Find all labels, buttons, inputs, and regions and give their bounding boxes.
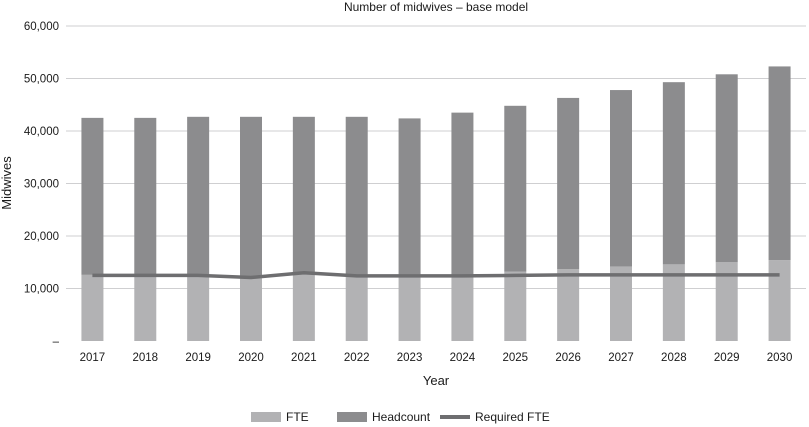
bar-headcount xyxy=(398,118,421,277)
bar-fte xyxy=(240,277,262,341)
bar-fte xyxy=(398,276,421,341)
x-tick-labels: 2017 2018 2019 2020 2021 2022 2023 2024 2025 2026… xyxy=(80,352,793,364)
x-tick-label: 2020 xyxy=(238,352,264,364)
bar-headcount xyxy=(240,116,262,278)
bar-fte xyxy=(292,273,315,341)
x-tick-label: 2022 xyxy=(344,352,370,364)
bar-headcount xyxy=(81,117,104,275)
x-tick-label: 2030 xyxy=(767,352,793,364)
line-required-fte xyxy=(92,271,780,280)
bar-fte xyxy=(768,260,791,341)
bars xyxy=(81,66,791,341)
bar-fte xyxy=(451,275,474,341)
gridlines xyxy=(66,25,806,289)
x-tick-label: 2028 xyxy=(661,352,687,364)
required-fte-line-group xyxy=(92,271,780,280)
x-tick-label: 2025 xyxy=(502,352,528,364)
bar-fte xyxy=(557,269,580,341)
bar-headcount xyxy=(768,66,791,261)
bar-fte xyxy=(504,271,527,341)
legend-label: Headcount xyxy=(372,410,431,424)
legend-label: FTE xyxy=(286,410,309,424)
bar-headcount xyxy=(187,116,210,276)
bar-headcount xyxy=(345,116,368,276)
y-tick-label: 20,000 xyxy=(24,231,59,243)
y-tick-labels: – 10,000 20,000 30,000 40,000 50,000 60,000 xyxy=(24,21,60,348)
legend-swatch xyxy=(337,412,367,422)
x-tick-label: 2026 xyxy=(555,352,581,364)
bar-headcount xyxy=(292,116,315,274)
bar-headcount xyxy=(610,90,632,267)
bar-fte xyxy=(610,266,632,341)
bar-headcount xyxy=(134,117,157,275)
bar-headcount xyxy=(557,97,580,270)
bar-headcount xyxy=(504,105,527,272)
bar-fte xyxy=(187,275,210,341)
x-tick-label: 2027 xyxy=(608,352,634,364)
x-tick-label: 2024 xyxy=(450,352,476,364)
chart-title: Number of midwives – base model xyxy=(344,0,528,14)
x-tick-label: 2021 xyxy=(291,352,317,364)
y-axis-label: Midwives xyxy=(0,156,14,210)
x-tick-label: 2029 xyxy=(714,352,740,364)
bar-headcount xyxy=(662,82,685,265)
x-axis-label: Year xyxy=(423,373,450,388)
bar-headcount xyxy=(451,112,474,276)
legend-label: Required FTE xyxy=(475,410,550,424)
x-tick-label: 2018 xyxy=(132,352,158,364)
bar-fte xyxy=(81,274,104,341)
y-tick-label: 40,000 xyxy=(24,126,59,138)
y-tick-label: 30,000 xyxy=(24,179,59,191)
bar-headcount xyxy=(715,74,738,263)
x-tick-label: 2023 xyxy=(397,352,423,364)
y-tick-label: 60,000 xyxy=(24,21,59,33)
y-tick-label: 10,000 xyxy=(24,284,59,296)
bar-fte xyxy=(134,274,157,341)
x-tick-label: 2019 xyxy=(185,352,211,364)
y-tick-label: – xyxy=(53,336,60,348)
bar-fte xyxy=(715,262,738,341)
bar-fte xyxy=(662,264,685,341)
y-tick-label: 50,000 xyxy=(24,74,59,86)
x-tick-label: 2017 xyxy=(80,352,106,364)
legend-swatch xyxy=(251,412,281,422)
bar-fte xyxy=(345,275,368,341)
legend: FTE Headcount Required FTE xyxy=(251,410,550,424)
